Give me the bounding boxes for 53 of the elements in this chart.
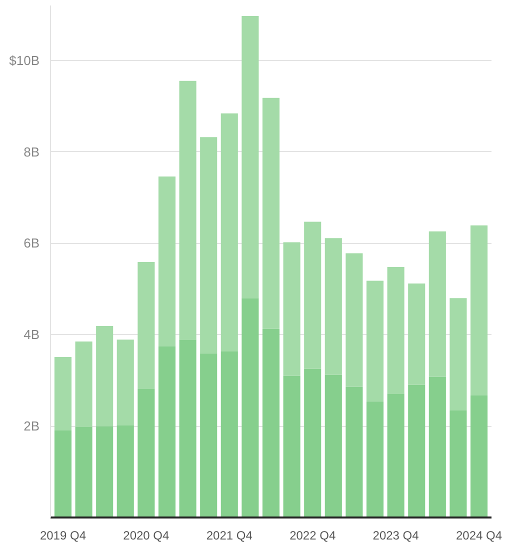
bar: [242, 16, 259, 298]
bar: [158, 346, 176, 518]
bar: [408, 283, 426, 385]
x-tick-label: 2023 Q4: [372, 528, 420, 542]
bar: [428, 231, 446, 377]
y-tick-label: 4B: [24, 327, 40, 342]
bar: [450, 298, 467, 411]
bar: [116, 340, 134, 426]
bar: [387, 266, 404, 394]
y-tick-label: 2B: [24, 418, 40, 434]
bar: [158, 176, 176, 347]
bar: [324, 374, 342, 518]
bar: [200, 137, 218, 354]
bar: [324, 238, 342, 375]
x-tick-label: 2021 Q4: [206, 528, 253, 542]
x-tick-label: 2019 Q4: [40, 528, 86, 542]
bar: [470, 395, 488, 518]
x-tick-label: 2022 Q4: [290, 528, 336, 542]
y-tick-label: 6B: [24, 236, 40, 251]
bar: [346, 386, 363, 518]
x-tick-label: 2020 Q4: [123, 528, 170, 542]
bar: [470, 225, 488, 396]
bar: [450, 410, 467, 518]
bar: [179, 80, 196, 340]
bar: [54, 357, 72, 430]
bar: [138, 262, 155, 389]
bar: [96, 426, 114, 518]
bar: [179, 340, 196, 518]
bar: [366, 401, 384, 518]
bar: [220, 352, 238, 518]
bar: [75, 342, 92, 427]
bar: [428, 376, 446, 518]
bar: [96, 326, 114, 426]
bar: [304, 222, 322, 369]
bar: [242, 298, 259, 518]
bar: [220, 113, 238, 352]
bar: [200, 353, 218, 518]
y-tick-label: 8B: [24, 144, 40, 160]
bar: [366, 280, 384, 402]
bar: [262, 328, 280, 518]
bar: [304, 368, 322, 518]
bar: [283, 242, 300, 376]
bar: [387, 394, 404, 518]
x-tick-label: 2024 Q4: [456, 528, 502, 542]
bar: [346, 253, 363, 387]
bar: [408, 384, 426, 518]
bar: [262, 98, 280, 329]
y-tick-label: $10B: [9, 52, 40, 68]
bar: [75, 426, 92, 518]
bar: [54, 430, 72, 518]
bar: [138, 388, 155, 518]
bar: [116, 425, 134, 518]
bar: [283, 376, 300, 518]
